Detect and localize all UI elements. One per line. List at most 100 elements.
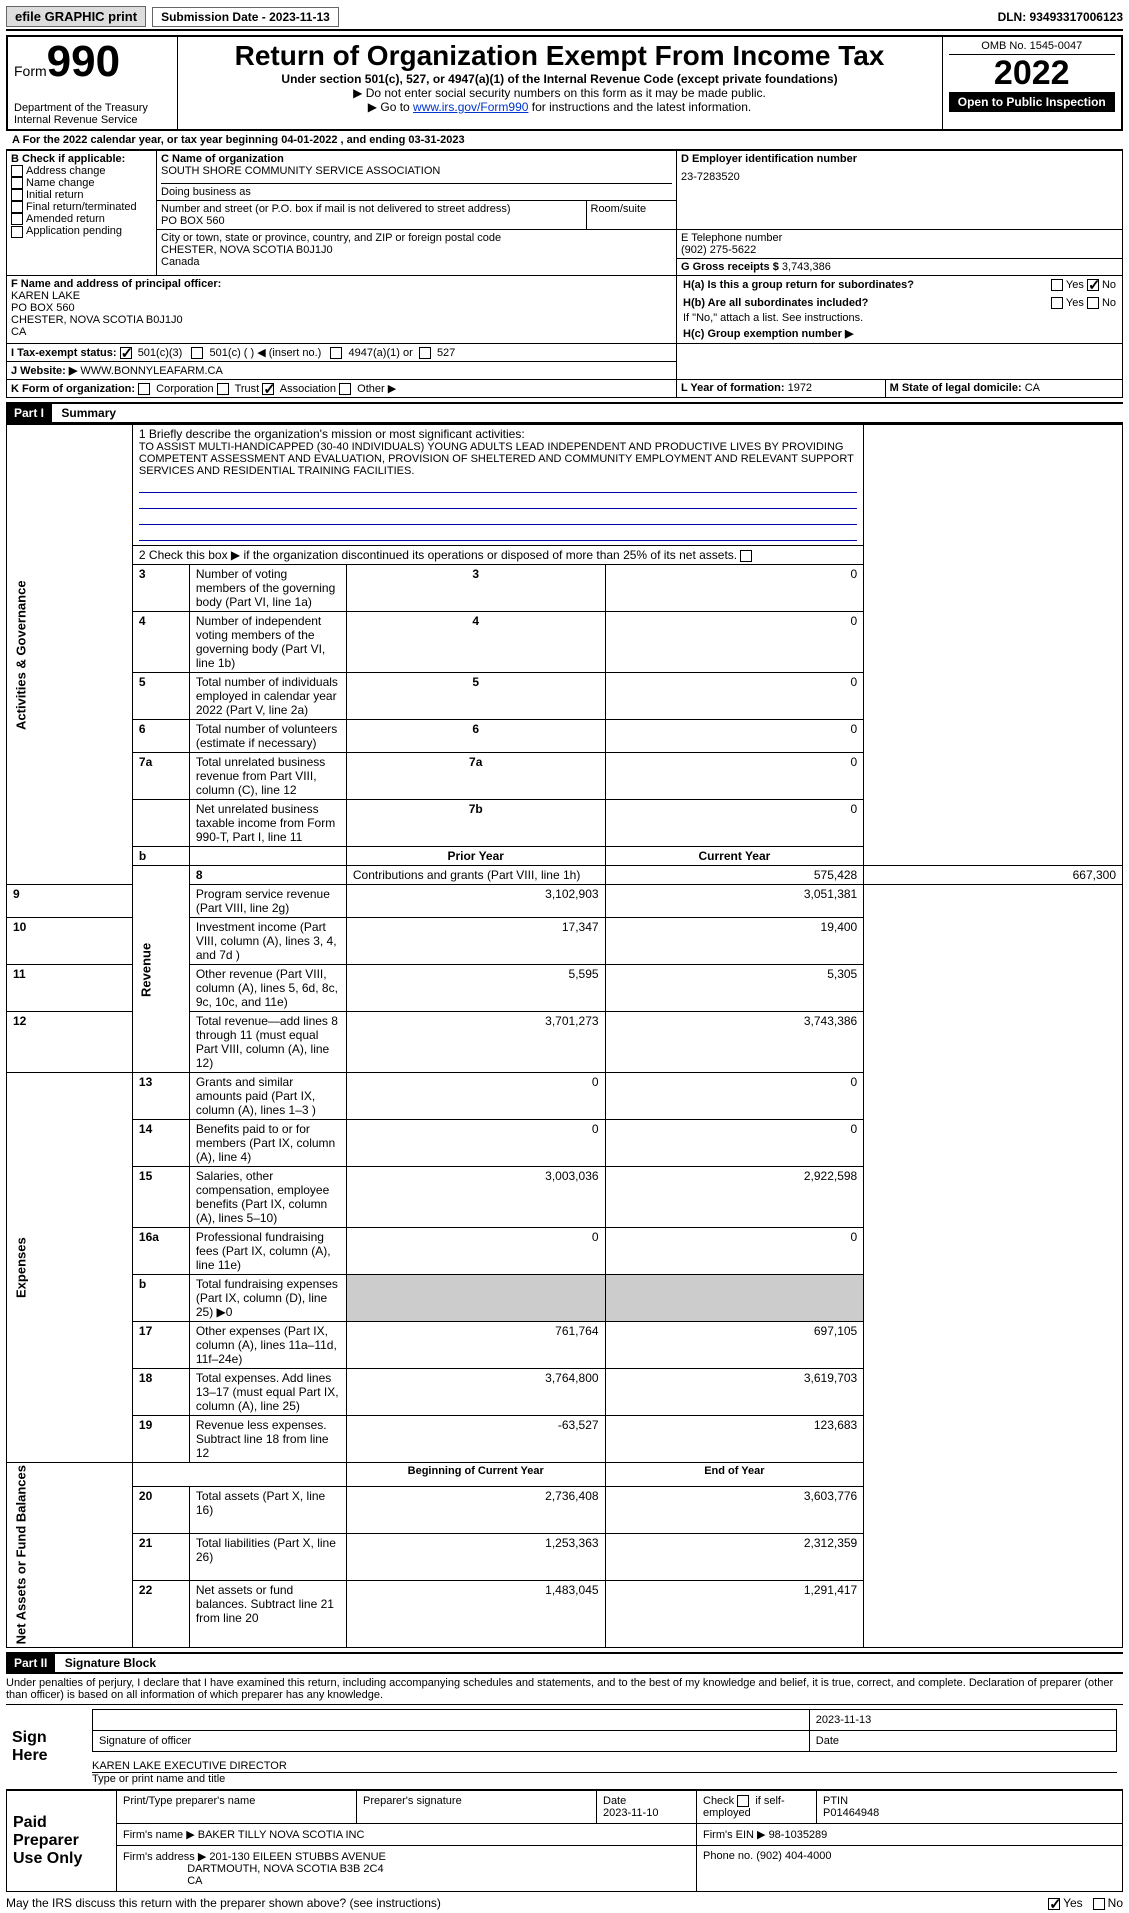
firm-ein: 98-1035289 xyxy=(769,1829,828,1841)
goto-prefix: Go to xyxy=(380,100,413,114)
form-title: Return of Organization Exempt From Incom… xyxy=(184,40,936,72)
cb-527[interactable] xyxy=(419,347,431,359)
hb-note: If "No," attach a list. See instructions… xyxy=(677,312,1122,324)
cb-discontinued[interactable] xyxy=(740,550,752,562)
perjury-declaration: Under penalties of perjury, I declare th… xyxy=(6,1674,1123,1705)
year-columns-hdr: bPrior YearCurrent Year xyxy=(7,847,1123,866)
row-4: 4Number of independent voting members of… xyxy=(7,612,1123,673)
form-header: Form990 Department of the Treasury Inter… xyxy=(6,35,1123,131)
dba-label: Doing business as xyxy=(161,183,672,198)
cb-name-change[interactable]: Name change xyxy=(11,177,152,189)
dln: DLN: 93493317006123 xyxy=(998,10,1123,24)
prep-sig-label: Preparer's signature xyxy=(363,1795,590,1807)
d-ein-label: D Employer identification number xyxy=(681,153,1118,165)
irs-link[interactable]: www.irs.gov/Form990 xyxy=(413,100,528,114)
cb-other[interactable] xyxy=(339,383,351,395)
cb-assoc[interactable] xyxy=(262,383,274,395)
typed-label: Type or print name and title xyxy=(92,1773,1117,1785)
cb-initial-return[interactable]: Initial return xyxy=(11,189,152,201)
cb-501c3[interactable] xyxy=(120,347,132,359)
cb-application-pending[interactable]: Application pending xyxy=(11,225,152,237)
cb-4947[interactable] xyxy=(330,347,342,359)
cb-501c[interactable] xyxy=(191,347,203,359)
country-value: Canada xyxy=(161,256,672,268)
officer-name: KAREN LAKE xyxy=(11,290,672,302)
row-7b: Net unrelated business taxable income fr… xyxy=(7,800,1123,847)
side-expenses: Expenses xyxy=(7,1073,133,1463)
part1-tag: Part I xyxy=(6,404,52,422)
side-revenue: Revenue xyxy=(132,866,189,1073)
street-value: PO BOX 560 xyxy=(161,215,582,227)
form-word: Form xyxy=(14,63,47,79)
submission-date: Submission Date - 2023-11-13 xyxy=(152,7,339,27)
goto-instr: ▶ Go to www.irs.gov/Form990 for instruct… xyxy=(184,100,936,114)
irs-label: Internal Revenue Service xyxy=(14,114,171,126)
firm-addr3: CA xyxy=(187,1875,202,1887)
i-label: I Tax-exempt status: xyxy=(11,347,117,359)
mission-rule xyxy=(139,511,857,525)
ptin-value: P01464948 xyxy=(823,1807,1116,1819)
j-label: J Website: ▶ xyxy=(11,365,77,377)
org-name: SOUTH SHORE COMMUNITY SERVICE ASSOCIATIO… xyxy=(161,165,672,177)
cb-amended[interactable]: Amended return xyxy=(11,213,152,225)
hb-yes[interactable] xyxy=(1051,297,1063,309)
omb-number: OMB No. 1545-0047 xyxy=(949,40,1116,55)
may-discuss-row: May the IRS discuss this return with the… xyxy=(6,1892,1123,1913)
c-name-label: C Name of organization xyxy=(161,153,672,165)
ha-label: H(a) Is this a group return for subordin… xyxy=(683,279,914,291)
mission-rule xyxy=(139,495,857,509)
hb-no[interactable] xyxy=(1087,297,1099,309)
m-label: M State of legal domicile: xyxy=(890,382,1022,394)
topbar: efile GRAPHIC print Submission Date - 20… xyxy=(6,6,1123,31)
cb-final-return[interactable]: Final return/terminated xyxy=(11,201,152,213)
cb-self-employed[interactable] xyxy=(737,1795,749,1807)
may-discuss-q: May the IRS discuss this return with the… xyxy=(6,1896,441,1910)
part1-header: Part I Summary xyxy=(6,402,1123,424)
tax-year: 2022 xyxy=(949,55,1116,92)
firm-name: BAKER TILLY NOVA SCOTIA INC xyxy=(198,1829,365,1841)
mission-rule xyxy=(139,527,857,541)
side-netassets: Net Assets or Fund Balances xyxy=(7,1463,133,1647)
efile-print-button[interactable]: efile GRAPHIC print xyxy=(6,6,146,27)
hb-label: H(b) Are all subordinates included? xyxy=(683,297,868,309)
room-label: Room/suite xyxy=(591,203,673,215)
part2-tag: Part II xyxy=(6,1654,55,1672)
cb-corp[interactable] xyxy=(138,383,150,395)
side-activities: Activities & Governance xyxy=(7,425,133,885)
cb-address-change[interactable]: Address change xyxy=(11,165,152,177)
cb-trust[interactable] xyxy=(217,383,229,395)
part2-header: Part II Signature Block xyxy=(6,1652,1123,1674)
row-5: 5Total number of individuals employed in… xyxy=(7,673,1123,720)
year-formation: 1972 xyxy=(788,382,812,394)
l-label: L Year of formation: xyxy=(681,382,785,394)
sig-officer-label: Signature of officer xyxy=(93,1730,810,1751)
line2: 2 Check this box ▶ if the organization d… xyxy=(132,546,863,565)
may-no[interactable] xyxy=(1093,1898,1105,1910)
f-officer-label: F Name and address of principal officer: xyxy=(11,278,672,290)
city-label: City or town, state or province, country… xyxy=(161,232,672,244)
street-label: Number and street (or P.O. box if mail i… xyxy=(161,203,582,215)
ha-yes[interactable] xyxy=(1051,279,1063,291)
end-year-hdr: End of Year xyxy=(605,1463,864,1487)
gross-receipts: 3,743,386 xyxy=(782,261,831,273)
current-year-hdr: Current Year xyxy=(605,847,864,866)
sig-date-label: Date xyxy=(809,1730,1116,1751)
hc-label: H(c) Group exemption number ▶ xyxy=(683,328,853,340)
form-subtitle: Under section 501(c), 527, or 4947(a)(1)… xyxy=(184,72,936,86)
tax-year-range: For the 2022 calendar year, or tax year … xyxy=(23,134,465,146)
part2-title: Signature Block xyxy=(65,1656,156,1670)
mission-rule xyxy=(139,479,857,493)
state-domicile: CA xyxy=(1025,382,1040,394)
ha-no[interactable] xyxy=(1087,279,1099,291)
prep-name-label: Print/Type preparer's name xyxy=(123,1795,350,1807)
ptin-label: PTIN xyxy=(823,1795,1116,1807)
ssn-warning: Do not enter social security numbers on … xyxy=(184,86,936,100)
form-number: Form990 xyxy=(14,40,171,84)
mission-lead: 1 Briefly describe the organization's mi… xyxy=(139,427,857,441)
sign-block: Sign Here 2023-11-13 Signature of office… xyxy=(6,1705,1123,1789)
officer-addr3: CA xyxy=(11,326,672,338)
part1-body: Activities & Governance 1 Briefly descri… xyxy=(6,424,1123,1647)
row-7a: 7aTotal unrelated business revenue from … xyxy=(7,753,1123,800)
prep-date-label: Date xyxy=(603,1795,690,1807)
may-yes[interactable] xyxy=(1048,1898,1060,1910)
